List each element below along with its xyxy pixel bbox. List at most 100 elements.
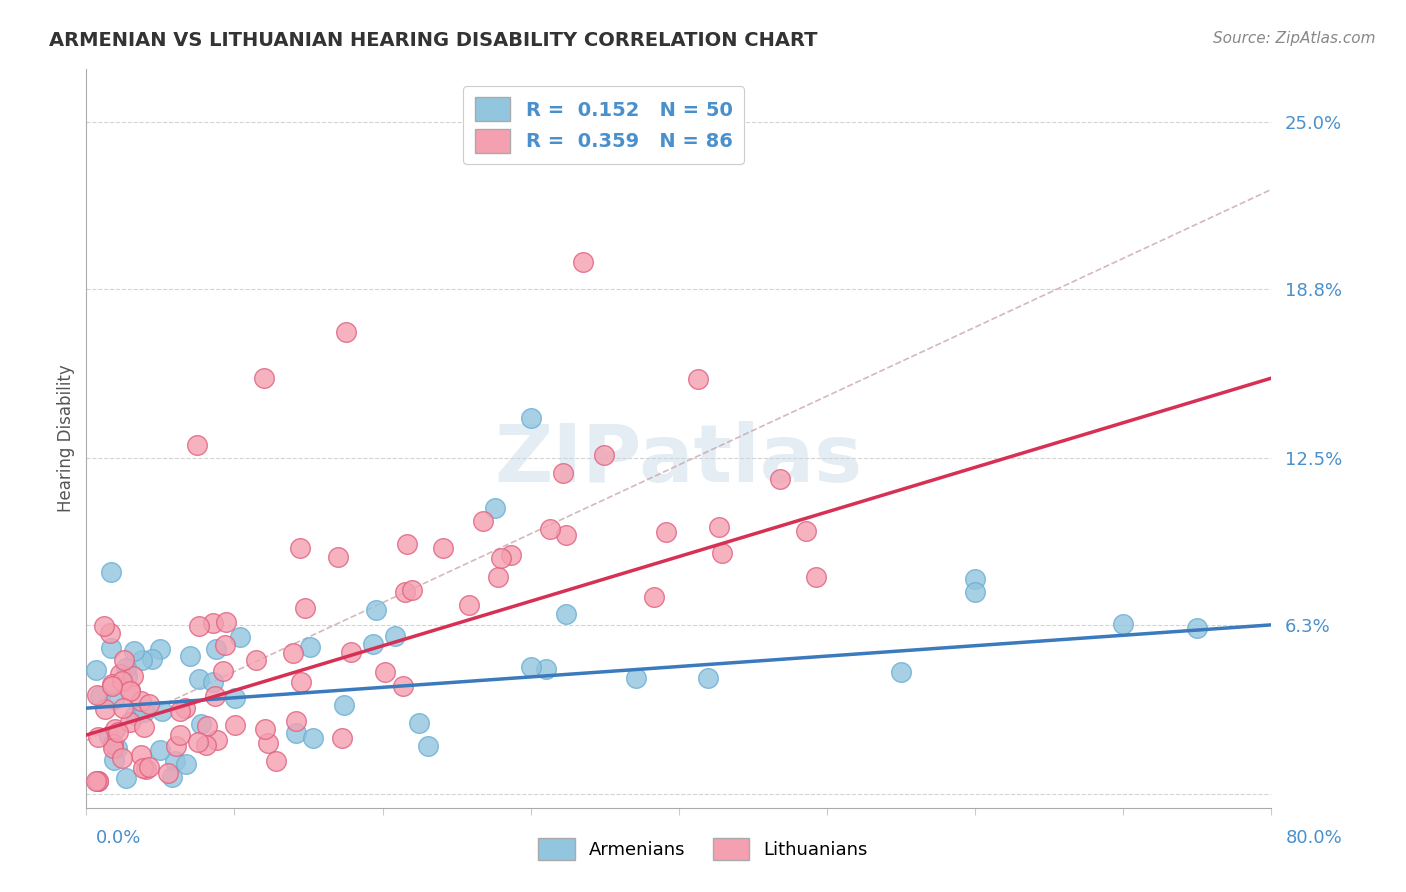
Point bbox=[965, 572, 987, 586]
Text: Source: ZipAtlas.com: Source: ZipAtlas.com bbox=[1212, 31, 1375, 46]
Point bbox=[890, 665, 912, 680]
Point bbox=[207, 733, 229, 747]
Point bbox=[688, 372, 710, 386]
Point bbox=[333, 698, 356, 712]
Y-axis label: Hearing Disability: Hearing Disability bbox=[58, 364, 75, 512]
Point bbox=[124, 707, 146, 722]
Point bbox=[169, 704, 191, 718]
Point bbox=[1112, 617, 1135, 632]
Point bbox=[149, 743, 172, 757]
Point bbox=[103, 753, 125, 767]
Point bbox=[169, 728, 191, 742]
Point bbox=[408, 715, 430, 730]
Point bbox=[135, 762, 157, 776]
Point bbox=[224, 691, 246, 706]
Point bbox=[179, 649, 201, 664]
Point bbox=[486, 570, 509, 584]
Point bbox=[87, 730, 110, 744]
Point bbox=[117, 669, 139, 683]
Point bbox=[111, 674, 134, 689]
Point bbox=[98, 626, 121, 640]
Point bbox=[89, 690, 111, 704]
Point bbox=[330, 731, 353, 746]
Point bbox=[498, 128, 520, 143]
Point bbox=[709, 520, 731, 534]
Point bbox=[538, 522, 561, 536]
Point bbox=[254, 723, 277, 737]
Point bbox=[374, 665, 396, 679]
Point bbox=[366, 602, 388, 616]
Point bbox=[103, 740, 125, 755]
Point bbox=[794, 524, 817, 539]
Point bbox=[534, 663, 557, 677]
Point bbox=[111, 751, 134, 765]
Point bbox=[432, 541, 454, 555]
Point bbox=[768, 472, 790, 486]
Point bbox=[84, 773, 107, 788]
Point bbox=[335, 325, 357, 339]
Point bbox=[156, 766, 179, 780]
Point bbox=[416, 739, 439, 753]
Point bbox=[212, 664, 235, 678]
Point bbox=[266, 754, 288, 768]
Point bbox=[188, 618, 211, 632]
Point bbox=[299, 640, 322, 655]
Point bbox=[150, 704, 173, 718]
Point bbox=[115, 771, 138, 785]
Point bbox=[100, 641, 122, 656]
Legend: Armenians, Lithuanians: Armenians, Lithuanians bbox=[531, 830, 875, 867]
Point bbox=[190, 716, 212, 731]
Point bbox=[205, 642, 228, 657]
Point bbox=[204, 690, 226, 704]
Point bbox=[201, 615, 224, 630]
Point bbox=[294, 601, 316, 615]
Point bbox=[132, 761, 155, 775]
Point bbox=[489, 550, 512, 565]
Point bbox=[301, 731, 323, 745]
Point bbox=[363, 637, 385, 651]
Point bbox=[214, 638, 236, 652]
Point bbox=[129, 748, 152, 763]
Point bbox=[401, 583, 423, 598]
Point bbox=[187, 735, 209, 749]
Point bbox=[326, 550, 349, 565]
Point bbox=[195, 738, 218, 752]
Point bbox=[288, 541, 311, 555]
Point bbox=[195, 719, 218, 733]
Text: 80.0%: 80.0% bbox=[1286, 829, 1343, 847]
Point bbox=[84, 663, 107, 677]
Point bbox=[132, 720, 155, 734]
Point bbox=[188, 672, 211, 686]
Point bbox=[162, 770, 184, 784]
Point bbox=[555, 607, 578, 622]
Point bbox=[186, 438, 208, 452]
Point bbox=[285, 725, 308, 739]
Point bbox=[1187, 621, 1209, 635]
Legend: R =  0.152   N = 50, R =  0.359   N = 86: R = 0.152 N = 50, R = 0.359 N = 86 bbox=[464, 86, 744, 164]
Point bbox=[103, 737, 125, 751]
Point bbox=[224, 718, 246, 732]
Point bbox=[112, 653, 135, 667]
Point bbox=[245, 653, 267, 667]
Point bbox=[290, 675, 312, 690]
Point bbox=[519, 411, 541, 425]
Point bbox=[253, 370, 276, 384]
Point bbox=[138, 697, 160, 711]
Point bbox=[484, 500, 506, 515]
Point bbox=[551, 466, 574, 480]
Point bbox=[165, 739, 187, 753]
Point bbox=[395, 537, 418, 551]
Point bbox=[138, 760, 160, 774]
Point bbox=[94, 702, 117, 716]
Point bbox=[112, 701, 135, 715]
Point bbox=[120, 684, 142, 698]
Point bbox=[141, 652, 163, 666]
Point bbox=[87, 773, 110, 788]
Point bbox=[105, 741, 128, 756]
Point bbox=[100, 565, 122, 579]
Text: ARMENIAN VS LITHUANIAN HEARING DISABILITY CORRELATION CHART: ARMENIAN VS LITHUANIAN HEARING DISABILIT… bbox=[49, 31, 818, 50]
Point bbox=[384, 629, 406, 643]
Point bbox=[394, 585, 416, 599]
Point bbox=[697, 671, 720, 685]
Point bbox=[118, 714, 141, 729]
